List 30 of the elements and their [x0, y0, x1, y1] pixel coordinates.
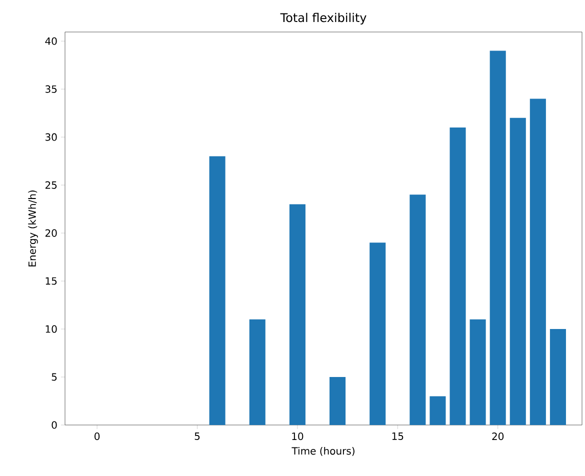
x-tick-label: 20	[492, 432, 504, 440]
bar	[330, 377, 346, 425]
bar	[470, 319, 486, 425]
y-axis-title: Energy (kWh/h)	[28, 190, 38, 266]
bar	[450, 127, 466, 425]
y-tick-label: 0	[52, 421, 57, 429]
y-tick-label: 15	[46, 277, 57, 285]
bar	[289, 204, 306, 425]
bar	[510, 118, 526, 425]
y-tick-label: 40	[45, 37, 57, 45]
bar	[249, 319, 266, 425]
x-tick-label: 0	[94, 432, 100, 440]
y-tick-label: 35	[46, 85, 57, 93]
y-tick-label: 10	[46, 325, 57, 333]
bar	[430, 396, 446, 425]
x-tick-label: 5	[194, 432, 200, 440]
bar	[530, 98, 546, 425]
y-tick-label: 25	[45, 181, 57, 189]
x-axis-title: Time (hours)	[292, 446, 354, 456]
y-tick-label: 20	[45, 229, 57, 237]
x-tick-label: 15	[392, 432, 404, 440]
bar	[410, 194, 426, 425]
bar	[550, 329, 566, 425]
y-tick-label: 5	[52, 373, 57, 381]
bar	[209, 156, 226, 425]
chart-title: Total flexibility	[280, 12, 366, 24]
bar	[370, 242, 386, 425]
x-tick-label: 10	[292, 432, 304, 440]
bar	[490, 50, 506, 425]
y-tick-label: 30	[46, 133, 57, 141]
